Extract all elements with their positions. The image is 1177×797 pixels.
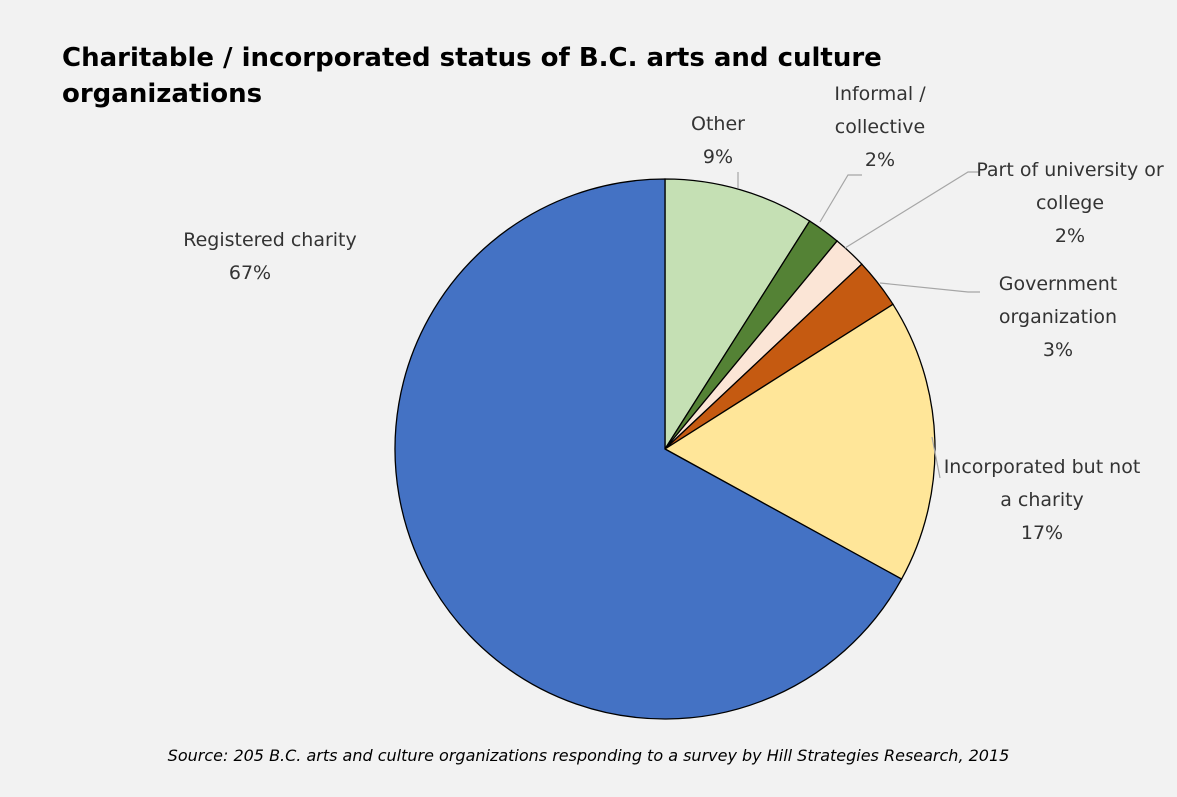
pie-slice — [394, 178, 903, 720]
source-note: Source: 205 B.C. arts and culture organi… — [167, 746, 1010, 765]
label-name: Informal / collective — [834, 83, 926, 138]
pie-slice — [664, 178, 811, 452]
leader-line — [931, 436, 941, 479]
label-value: 67% — [228, 262, 272, 284]
data-label: Part of university or college 2% — [960, 154, 1177, 253]
data-label: Other 9% — [658, 108, 778, 174]
data-label: Registered charity 67% — [150, 224, 357, 290]
leader-line — [844, 171, 980, 249]
label-value: 2% — [1054, 225, 1086, 247]
label-name: Government organization — [998, 273, 1118, 328]
label-name: Other — [691, 113, 745, 135]
label-name: Part of university or college — [976, 159, 1164, 214]
data-label: Government organization 3% — [958, 268, 1158, 367]
label-name: Incorporated but not a charity — [943, 456, 1141, 511]
label-value: 2% — [864, 149, 896, 171]
label-value: 9% — [702, 146, 734, 168]
pie-slice — [663, 303, 936, 580]
leader-line — [879, 282, 980, 293]
label-value: 3% — [1042, 339, 1074, 361]
data-label: Incorporated but not a charity 17% — [932, 451, 1152, 550]
chart-title: Charitable / incorporated status of B.C.… — [62, 43, 882, 109]
label-value: 17% — [1020, 522, 1064, 544]
data-label: Informal / collective 2% — [790, 78, 970, 177]
label-name: Registered charity — [183, 229, 357, 251]
leader-line — [819, 174, 862, 223]
